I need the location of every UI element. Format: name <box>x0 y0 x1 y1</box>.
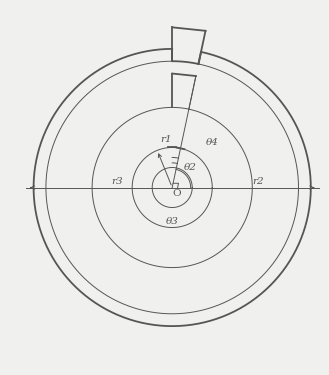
Text: r1: r1 <box>160 135 172 144</box>
Text: r3: r3 <box>111 177 123 186</box>
Text: O: O <box>172 189 181 198</box>
Text: r2: r2 <box>253 177 264 186</box>
Text: θ4: θ4 <box>206 138 219 147</box>
Text: θ2: θ2 <box>184 163 197 172</box>
Text: θ3: θ3 <box>166 217 179 226</box>
